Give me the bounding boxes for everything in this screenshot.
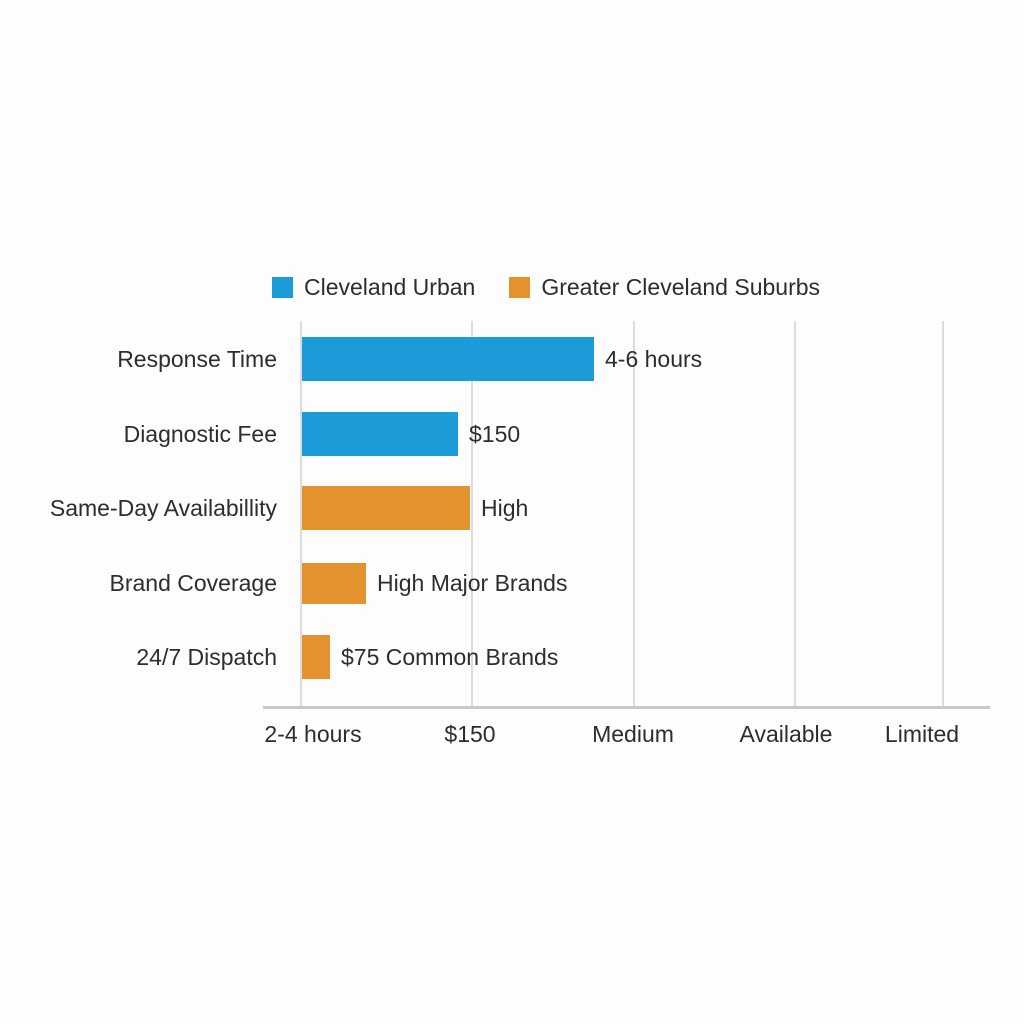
legend-swatch-greater-cleveland-suburbs	[509, 277, 531, 298]
bar-row: High Major Brands	[302, 561, 567, 605]
legend-item-cleveland-urban: Cleveland Urban	[272, 274, 475, 301]
x-tick-label: Available	[739, 721, 833, 747]
x-tick-label: Medium	[592, 721, 674, 747]
bar-value-label: High	[481, 494, 529, 521]
category-label-response-time: Response Time	[117, 345, 277, 372]
x-tick-label: 2-4 hours	[264, 721, 362, 747]
bar-value-label: $150	[469, 420, 521, 447]
legend: Cleveland Urban Greater Cleveland Suburb…	[272, 274, 820, 301]
category-label-brand-coverage: Brand Coverage	[109, 569, 278, 596]
legend-item-greater-cleveland-suburbs: Greater Cleveland Suburbs	[509, 274, 820, 301]
gridline	[633, 321, 635, 707]
x-axis-baseline	[263, 706, 990, 709]
gridline	[794, 321, 796, 707]
bar-24-7-dispatch	[302, 635, 330, 679]
x-tick-label: $150	[444, 721, 496, 747]
category-label-diagnostic-fee: Diagnostic Fee	[123, 420, 277, 447]
gridline	[942, 321, 944, 707]
bar-same-day-availability	[302, 486, 470, 530]
gridline	[300, 321, 302, 707]
bar-brand-coverage	[302, 562, 366, 604]
legend-swatch-cleveland-urban	[272, 277, 293, 298]
legend-label-cleveland-urban: Cleveland Urban	[304, 274, 476, 300]
bar-value-label: $75 Common Brands	[341, 643, 559, 670]
bar-row: $150	[302, 412, 520, 456]
category-label-24-7-dispatch: 24/7 Dispatch	[136, 643, 277, 670]
bar-value-label: High Major Brands	[377, 569, 568, 596]
bar-row: $75 Common Brands	[302, 635, 558, 679]
x-tick-label: Limited	[884, 721, 960, 747]
category-label-same-day-availability: Same-Day Availabillity	[49, 494, 277, 521]
bar-diagnostic-fee	[302, 412, 458, 456]
bar-row: 4-6 hours	[302, 337, 702, 381]
gridline	[471, 321, 473, 707]
bar-value-label: 4-6 hours	[605, 345, 703, 372]
bar-response-time	[302, 337, 594, 381]
legend-label-greater-cleveland-suburbs: Greater Cleveland Suburbs	[541, 274, 821, 300]
bar-row: High	[302, 486, 528, 530]
